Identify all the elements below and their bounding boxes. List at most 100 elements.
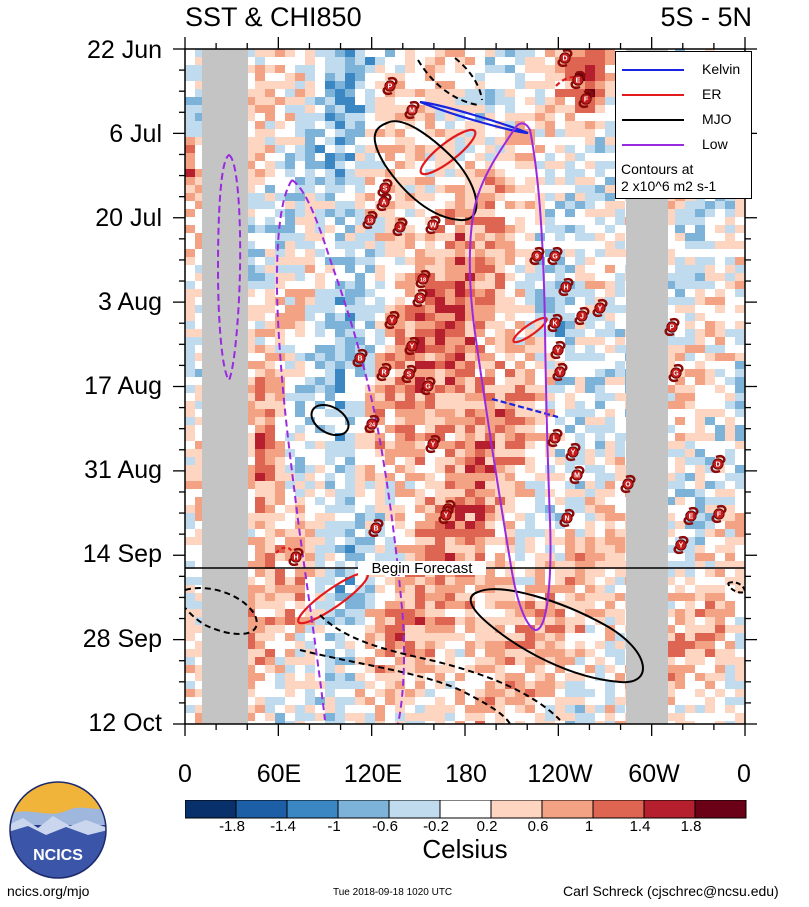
heatmap-cell bbox=[355, 169, 366, 178]
heatmap-cell bbox=[385, 657, 396, 666]
heatmap-cell bbox=[365, 265, 376, 274]
heatmap-cell bbox=[275, 553, 286, 562]
heatmap-cell bbox=[425, 329, 436, 338]
heatmap-cell bbox=[405, 137, 416, 146]
heatmap-cell bbox=[705, 337, 716, 346]
heatmap-cell bbox=[405, 577, 416, 586]
heatmap-cell bbox=[555, 425, 566, 434]
heatmap-cell bbox=[265, 257, 276, 266]
heatmap-cell bbox=[515, 305, 526, 314]
heatmap-cell bbox=[605, 697, 616, 706]
heatmap-cell bbox=[195, 473, 206, 482]
heatmap-cell bbox=[545, 649, 556, 658]
heatmap-cell bbox=[315, 81, 326, 90]
heatmap-cell bbox=[485, 561, 496, 570]
heatmap-cell bbox=[195, 481, 206, 490]
heatmap-cell bbox=[705, 209, 716, 218]
heatmap-cell bbox=[595, 105, 606, 114]
heatmap-cell bbox=[515, 441, 526, 450]
heatmap-cell bbox=[675, 465, 686, 474]
heatmap-cell bbox=[525, 145, 536, 154]
heatmap-cell bbox=[595, 673, 606, 682]
heatmap-cell bbox=[255, 449, 266, 458]
heatmap-cell bbox=[315, 577, 326, 586]
heatmap-cell bbox=[695, 201, 706, 210]
heatmap-cell bbox=[595, 217, 606, 226]
heatmap-cell bbox=[345, 633, 356, 642]
heatmap-cell bbox=[255, 561, 266, 570]
heatmap-cell bbox=[345, 481, 356, 490]
heatmap-cell bbox=[445, 481, 456, 490]
heatmap-cell bbox=[585, 289, 596, 298]
heatmap-cell bbox=[555, 177, 566, 186]
heatmap-cell bbox=[445, 617, 456, 626]
heatmap-cell bbox=[355, 145, 366, 154]
heatmap-cell bbox=[245, 505, 256, 514]
heatmap-cell bbox=[385, 537, 396, 546]
heatmap-cell bbox=[185, 569, 196, 578]
heatmap-cell bbox=[475, 601, 486, 610]
heatmap-cell bbox=[555, 569, 566, 578]
heatmap-cell bbox=[305, 577, 316, 586]
heatmap-cell bbox=[435, 329, 446, 338]
heatmap-cell bbox=[575, 569, 586, 578]
heatmap-cell bbox=[415, 601, 426, 610]
heatmap-cell bbox=[305, 129, 316, 138]
heatmap-cell bbox=[525, 681, 536, 690]
heatmap-cell bbox=[195, 417, 206, 426]
storm-marker-label: 13 bbox=[367, 219, 373, 225]
heatmap-cell bbox=[595, 73, 606, 82]
heatmap-cell bbox=[265, 521, 276, 530]
heatmap-cell bbox=[535, 305, 546, 314]
heatmap-cell bbox=[585, 353, 596, 362]
heatmap-cell bbox=[725, 721, 736, 724]
heatmap-cell bbox=[455, 609, 466, 618]
heatmap-cell bbox=[735, 497, 745, 506]
heatmap-cell bbox=[535, 193, 546, 202]
heatmap-cell bbox=[555, 505, 566, 514]
heatmap-cell bbox=[525, 473, 536, 482]
heatmap-cell bbox=[405, 297, 416, 306]
heatmap-cell bbox=[515, 145, 526, 154]
heatmap-cell bbox=[325, 57, 336, 66]
heatmap-cell bbox=[275, 217, 286, 226]
heatmap-cell bbox=[605, 689, 616, 698]
heatmap-cell bbox=[605, 289, 616, 298]
heatmap-cell bbox=[405, 401, 416, 410]
heatmap-cell bbox=[605, 633, 616, 642]
heatmap-cell bbox=[245, 313, 256, 322]
mjo-contour bbox=[319, 614, 561, 721]
heatmap-cell bbox=[495, 345, 506, 354]
heatmap-cell bbox=[335, 73, 346, 82]
storm-marker-label: E bbox=[576, 78, 581, 85]
heatmap-cell bbox=[605, 249, 616, 258]
heatmap-cell bbox=[265, 641, 276, 650]
heatmap-cell bbox=[295, 273, 306, 282]
heatmap-cell bbox=[735, 241, 745, 250]
heatmap-cell bbox=[435, 369, 446, 378]
mjo-contour bbox=[469, 588, 644, 684]
storm-marker: E bbox=[570, 70, 586, 90]
heatmap-cell bbox=[395, 249, 406, 258]
heatmap-cell bbox=[455, 481, 466, 490]
heatmap-cell bbox=[335, 481, 346, 490]
heatmap-cell bbox=[325, 609, 336, 618]
heatmap-cell bbox=[275, 305, 286, 314]
heatmap-cell bbox=[445, 129, 456, 138]
heatmap-cell bbox=[185, 473, 196, 482]
heatmap-cell bbox=[575, 633, 586, 642]
heatmap-cell bbox=[735, 217, 745, 226]
heatmap-cell bbox=[665, 313, 676, 322]
storm-marker-dot bbox=[366, 418, 378, 430]
heatmap-cell bbox=[255, 665, 266, 674]
heatmap-cell bbox=[315, 409, 326, 418]
heatmap-cell bbox=[255, 273, 266, 282]
heatmap-cell bbox=[285, 49, 296, 58]
heatmap-cell bbox=[585, 665, 596, 674]
heatmap-cell bbox=[435, 545, 446, 554]
heatmap-cell bbox=[265, 393, 276, 402]
heatmap-cell bbox=[475, 265, 486, 274]
heatmap-cell bbox=[715, 209, 726, 218]
heatmap-cell bbox=[435, 273, 446, 282]
heatmap-cell bbox=[475, 137, 486, 146]
